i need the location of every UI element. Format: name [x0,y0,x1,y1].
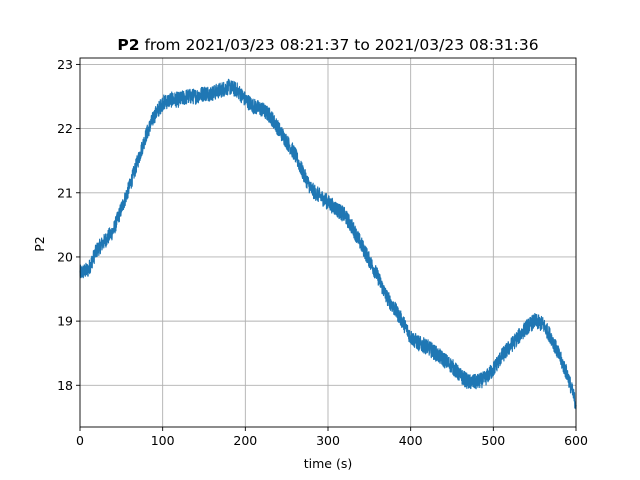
y-tick-label: 23 [57,57,73,72]
x-tick-label: 300 [316,433,340,448]
y-tick-label: 21 [57,185,73,200]
y-tick-label: 18 [57,378,73,393]
x-tick-label: 100 [151,433,175,448]
chart-title-bold: P2 [117,36,139,54]
y-tick-label: 20 [57,249,73,264]
x-tick-label: 500 [481,433,505,448]
x-axis-label: time (s) [304,456,352,471]
x-tick-label: 600 [564,433,588,448]
x-tick-label: 400 [399,433,423,448]
chart-title: P2 from 2021/03/23 08:21:37 to 2021/03/2… [117,36,538,54]
y-axis-ticks: 18 19 20 21 22 23 [57,57,80,393]
series-line [79,78,577,410]
y-tick-label: 22 [57,121,73,136]
y-axis-label: P2 [32,236,47,252]
y-tick-label: 19 [57,314,73,329]
chart-title-rest: from 2021/03/23 08:21:37 to 2021/03/23 0… [140,36,539,54]
x-tick-label: 200 [233,433,257,448]
series-layer [79,78,577,410]
x-axis-ticks: 0 100 200 300 400 500 600 [76,427,588,448]
x-tick-label: 0 [76,433,84,448]
grid [80,58,576,427]
